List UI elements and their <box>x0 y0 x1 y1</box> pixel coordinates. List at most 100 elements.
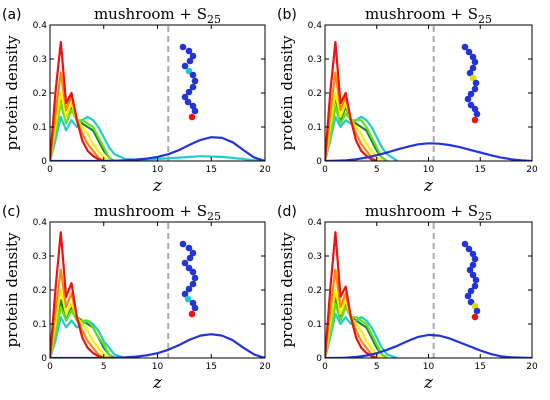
chain-bead <box>181 93 189 101</box>
polymer-chain-inset <box>461 43 481 124</box>
x-tick-label: 15 <box>475 362 486 372</box>
chain-bead <box>471 313 479 321</box>
chain-bead <box>181 259 189 267</box>
y-tick-label: 0.4 <box>33 218 48 228</box>
panel-d: (d) mushroom + S25 protein density z 0 5 10 15 2… <box>277 202 538 393</box>
chain-bead <box>469 261 477 269</box>
y-tick-label: 0 <box>41 157 47 167</box>
panel-letter: (c) <box>2 204 21 220</box>
chain-bead <box>185 88 193 96</box>
series-line-3 <box>325 288 383 358</box>
y-tick-label: 0.1 <box>308 123 322 133</box>
y-tick-label: 0.2 <box>308 286 322 296</box>
chain-bead <box>189 71 197 79</box>
chain-bead <box>471 58 479 66</box>
panel-letter: (a) <box>2 7 22 23</box>
series-line-1 <box>50 115 260 161</box>
y-tick-label: 0.2 <box>308 89 322 99</box>
series-line-2 <box>325 105 388 161</box>
chain-bead <box>189 52 197 60</box>
chain-bead <box>189 268 197 276</box>
y-axis-label: protein density <box>278 232 296 348</box>
x-tick-label: 5 <box>374 362 380 372</box>
chain-bead <box>185 67 193 75</box>
chain-bead <box>189 249 197 257</box>
chain-bead <box>185 47 193 55</box>
panel-b: (b) mushroom + S25 protein density z 0 5 10 15 2… <box>277 5 538 196</box>
panel-title: mushroom + S25 <box>94 5 221 26</box>
chain-bead <box>188 113 196 121</box>
y-tick-label: 0.3 <box>308 252 322 262</box>
x-tick-label: 0 <box>47 165 53 175</box>
chain-bead <box>471 105 479 113</box>
x-tick-label: 15 <box>206 165 217 175</box>
plot-area <box>50 231 265 358</box>
x-tick-label: 20 <box>526 165 538 175</box>
chain-bead <box>185 244 193 252</box>
chain-bead <box>469 250 477 258</box>
y-tick-label: 0.4 <box>308 218 323 228</box>
panel-title-base: mushroom + S <box>94 5 207 23</box>
x-tick-label: 15 <box>475 165 486 175</box>
x-tick-label: 20 <box>526 362 538 372</box>
x-tick-label: 20 <box>259 165 271 175</box>
y-tick-label: 0 <box>41 354 47 364</box>
chain-bead <box>461 240 469 248</box>
chain-bead <box>466 266 474 274</box>
x-axis-label: z <box>152 373 163 393</box>
chain-bead <box>188 310 196 318</box>
chain-bead <box>467 101 475 109</box>
y-tick-label: 0.4 <box>308 21 323 31</box>
y-tick-label: 0.3 <box>308 55 322 65</box>
series-line-5 <box>325 231 378 358</box>
chain-bead <box>464 95 472 103</box>
series-line-6 <box>50 136 265 161</box>
panel-c: (c) mushroom + S25 protein density z 0 5 10 15 2… <box>2 202 271 393</box>
panel-title-subscript: 25 <box>478 210 492 223</box>
x-axis-label: z <box>423 176 434 196</box>
panel-title-subscript: 25 <box>207 210 221 223</box>
series-line-3 <box>50 91 110 161</box>
x-axis-label: z <box>423 373 434 393</box>
chain-bead <box>465 48 473 56</box>
x-tick-label: 10 <box>423 165 435 175</box>
x-tick-label: 5 <box>101 165 107 175</box>
chain-bead <box>184 98 192 106</box>
y-tick-label: 0.4 <box>33 21 48 31</box>
panel-title-base: mushroom + S <box>365 202 478 220</box>
y-tick-label: 0.1 <box>33 320 47 330</box>
chain-bead <box>191 304 199 312</box>
chain-bead <box>472 276 480 284</box>
chain-bead <box>465 245 473 253</box>
y-axis-label: protein density <box>278 35 296 151</box>
polymer-chain-inset <box>461 240 481 321</box>
polymer-chain-inset <box>179 43 199 121</box>
x-tick-label: 20 <box>259 362 271 372</box>
chain-bead <box>461 43 469 51</box>
panel-title-subscript: 25 <box>207 13 221 26</box>
chain-bead <box>467 287 475 295</box>
x-tick-label: 10 <box>423 362 435 372</box>
plot-area <box>325 231 532 358</box>
series-line-6 <box>325 333 532 358</box>
chain-bead <box>473 307 481 315</box>
panel-title-base: mushroom + S <box>365 5 478 23</box>
chain-bead <box>189 102 197 110</box>
plot-area <box>50 40 265 161</box>
series-line-5 <box>50 40 105 161</box>
panel-title-base: mushroom + S <box>94 202 207 220</box>
series-line-2 <box>50 102 116 161</box>
series-line-3 <box>325 91 383 161</box>
chain-bead <box>469 271 477 279</box>
series-line-2 <box>50 305 116 358</box>
panel-letter: (b) <box>277 7 297 23</box>
panel-title: mushroom + S25 <box>94 202 221 223</box>
chain-bead <box>191 77 199 85</box>
y-tick-label: 0.2 <box>33 89 47 99</box>
chain-bead <box>469 64 477 72</box>
chain-bead <box>191 107 199 115</box>
chain-bead <box>189 280 197 288</box>
x-tick-label: 5 <box>101 362 107 372</box>
x-axis-label: z <box>152 176 163 196</box>
